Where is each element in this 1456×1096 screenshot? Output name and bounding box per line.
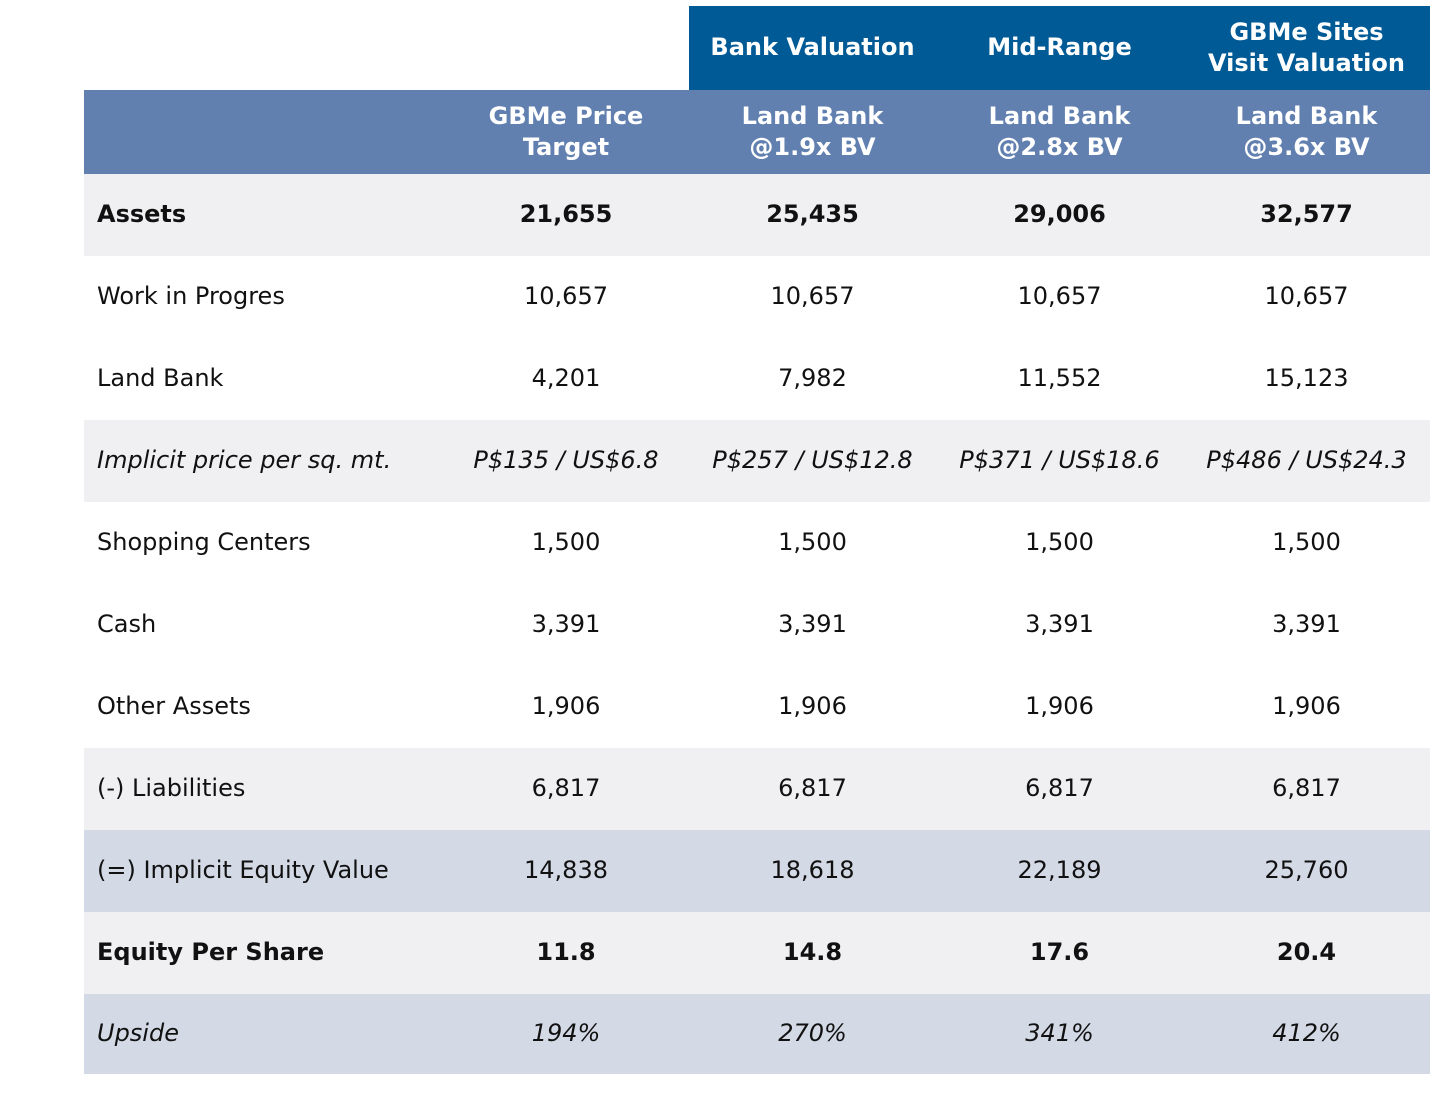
row-background — [84, 994, 1430, 1074]
cell-value: P$257 / US$12.8 — [712, 446, 913, 475]
cell-value: 1,500 — [778, 528, 847, 557]
cell-value: 29,006 — [1013, 200, 1106, 229]
row-label: Shopping Centers — [97, 528, 311, 557]
top-header: Bank Valuation — [710, 33, 915, 62]
top-header: GBMe Sites Visit Valuation — [1208, 17, 1405, 77]
top-header-band — [689, 6, 1430, 90]
sub-header: Land Bank @1.9x BV — [741, 101, 884, 161]
cell-value: 1,906 — [1272, 692, 1341, 721]
row-background — [84, 174, 1430, 256]
cell-value: 11,552 — [1017, 364, 1102, 393]
row-label: Work in Progres — [97, 282, 285, 311]
cell-value: 6,817 — [778, 774, 847, 803]
row-label: (=) Implicit Equity Value — [97, 856, 389, 885]
cell-value: 10,657 — [1017, 282, 1102, 311]
row-background — [84, 256, 1430, 338]
sub-header: Land Bank @3.6x BV — [1235, 101, 1378, 161]
cell-value: 25,760 — [1264, 856, 1349, 885]
cell-value: 32,577 — [1260, 200, 1353, 229]
cell-value: P$486 / US$24.3 — [1206, 446, 1407, 475]
cell-value: 3,391 — [1272, 610, 1341, 639]
cell-value: 22,189 — [1017, 856, 1102, 885]
cell-value: 14.8 — [782, 938, 843, 967]
cell-value: 6,817 — [531, 774, 601, 803]
cell-value: 10,657 — [524, 282, 608, 311]
cell-value: 1,906 — [531, 692, 601, 721]
cell-value: 1,500 — [531, 528, 601, 557]
cell-value: 1,500 — [1025, 528, 1094, 557]
sub-header: GBMe Price Target — [488, 101, 644, 161]
cell-value: P$371 / US$18.6 — [959, 446, 1160, 475]
row-label: Other Assets — [97, 692, 251, 721]
cell-value: 7,982 — [778, 364, 847, 393]
row-background — [84, 748, 1430, 830]
cell-value: 3,391 — [531, 610, 601, 639]
cell-value: 1,500 — [1272, 528, 1341, 557]
cell-value: 3,391 — [778, 610, 847, 639]
cell-value: 10,657 — [1264, 282, 1349, 311]
row-label: Upside — [97, 1019, 179, 1048]
cell-value: 10,657 — [770, 282, 855, 311]
row-background — [84, 584, 1430, 666]
cell-value: 11.8 — [536, 938, 596, 967]
row-label: Land Bank — [97, 364, 224, 393]
row-background — [84, 912, 1430, 994]
row-background — [84, 502, 1430, 584]
cell-value: 3,391 — [1025, 610, 1094, 639]
sub-header: Land Bank @2.8x BV — [988, 101, 1131, 161]
row-background — [84, 830, 1430, 912]
cell-value: 25,435 — [766, 200, 859, 229]
cell-value: 1,906 — [1025, 692, 1094, 721]
row-label: Implicit price per sq. mt. — [97, 446, 392, 475]
row-background — [84, 420, 1430, 502]
cell-value: 341% — [1025, 1019, 1094, 1048]
cell-value: 14,838 — [524, 856, 608, 885]
cell-value: 412% — [1272, 1019, 1341, 1048]
row-label: Assets — [97, 200, 187, 229]
cell-value: 18,618 — [770, 856, 855, 885]
cell-value: 1,906 — [778, 692, 847, 721]
top-header: Mid-Range — [987, 33, 1132, 62]
cell-value: 270% — [778, 1019, 847, 1048]
row-background — [84, 666, 1430, 748]
cell-value: 15,123 — [1264, 364, 1349, 393]
row-label: (-) Liabilities — [97, 774, 246, 803]
sub-header-band — [84, 90, 1430, 174]
cell-value: 6,817 — [1272, 774, 1341, 803]
row-label: Equity Per Share — [97, 938, 325, 967]
cell-value: 17.6 — [1029, 938, 1090, 967]
cell-value: 4,201 — [531, 364, 601, 393]
cell-value: 6,817 — [1025, 774, 1094, 803]
cell-value: P$135 / US$6.8 — [473, 446, 659, 475]
cell-value: 21,655 — [519, 200, 613, 229]
cell-value: 20.4 — [1276, 938, 1337, 967]
row-label: Cash — [97, 610, 157, 639]
cell-value: 194% — [531, 1019, 601, 1048]
row-background — [84, 338, 1430, 420]
